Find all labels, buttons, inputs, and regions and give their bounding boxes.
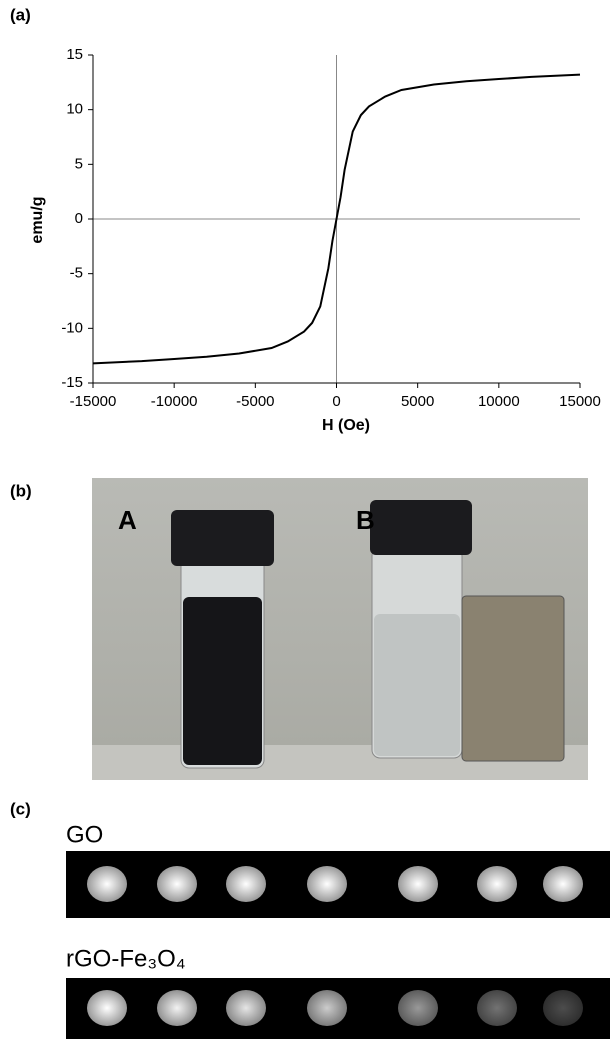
y-tick-label: -10 bbox=[61, 319, 83, 336]
row-label: rGO-Fe₃O₄ bbox=[66, 945, 186, 972]
photo: A B bbox=[92, 478, 588, 780]
x-tick-label: 10000 bbox=[478, 393, 520, 410]
y-tick-label: 10 bbox=[66, 101, 83, 118]
photo-label: A bbox=[118, 505, 137, 535]
y-tick-label: 5 bbox=[75, 155, 83, 172]
x-tick-label: -10000 bbox=[151, 393, 198, 410]
row-label: GO bbox=[66, 821, 103, 848]
x-tick-label: -5000 bbox=[236, 393, 274, 410]
x-tick-label: 15000 bbox=[559, 393, 601, 410]
y-tick-label: -5 bbox=[70, 265, 83, 282]
line bbox=[92, 73, 581, 365]
y-tick-label: 0 bbox=[75, 210, 83, 227]
mri-strip bbox=[66, 978, 610, 1039]
panel-label: (b) bbox=[10, 481, 32, 500]
y-tick-label: 15 bbox=[66, 46, 83, 63]
mri-strip bbox=[66, 851, 610, 918]
x-tick-label: -15000 bbox=[70, 393, 117, 410]
x-tick-label: 0 bbox=[332, 393, 340, 410]
panel-label: (a) bbox=[10, 5, 31, 24]
photo-label: B bbox=[356, 505, 375, 535]
x-axis-label: H (Oe) bbox=[322, 417, 370, 434]
y-axis-label: emu/g bbox=[29, 196, 46, 243]
panel-label: (c) bbox=[10, 799, 31, 818]
x-tick-label: 5000 bbox=[401, 393, 434, 410]
y-tick-label: -15 bbox=[61, 374, 83, 391]
